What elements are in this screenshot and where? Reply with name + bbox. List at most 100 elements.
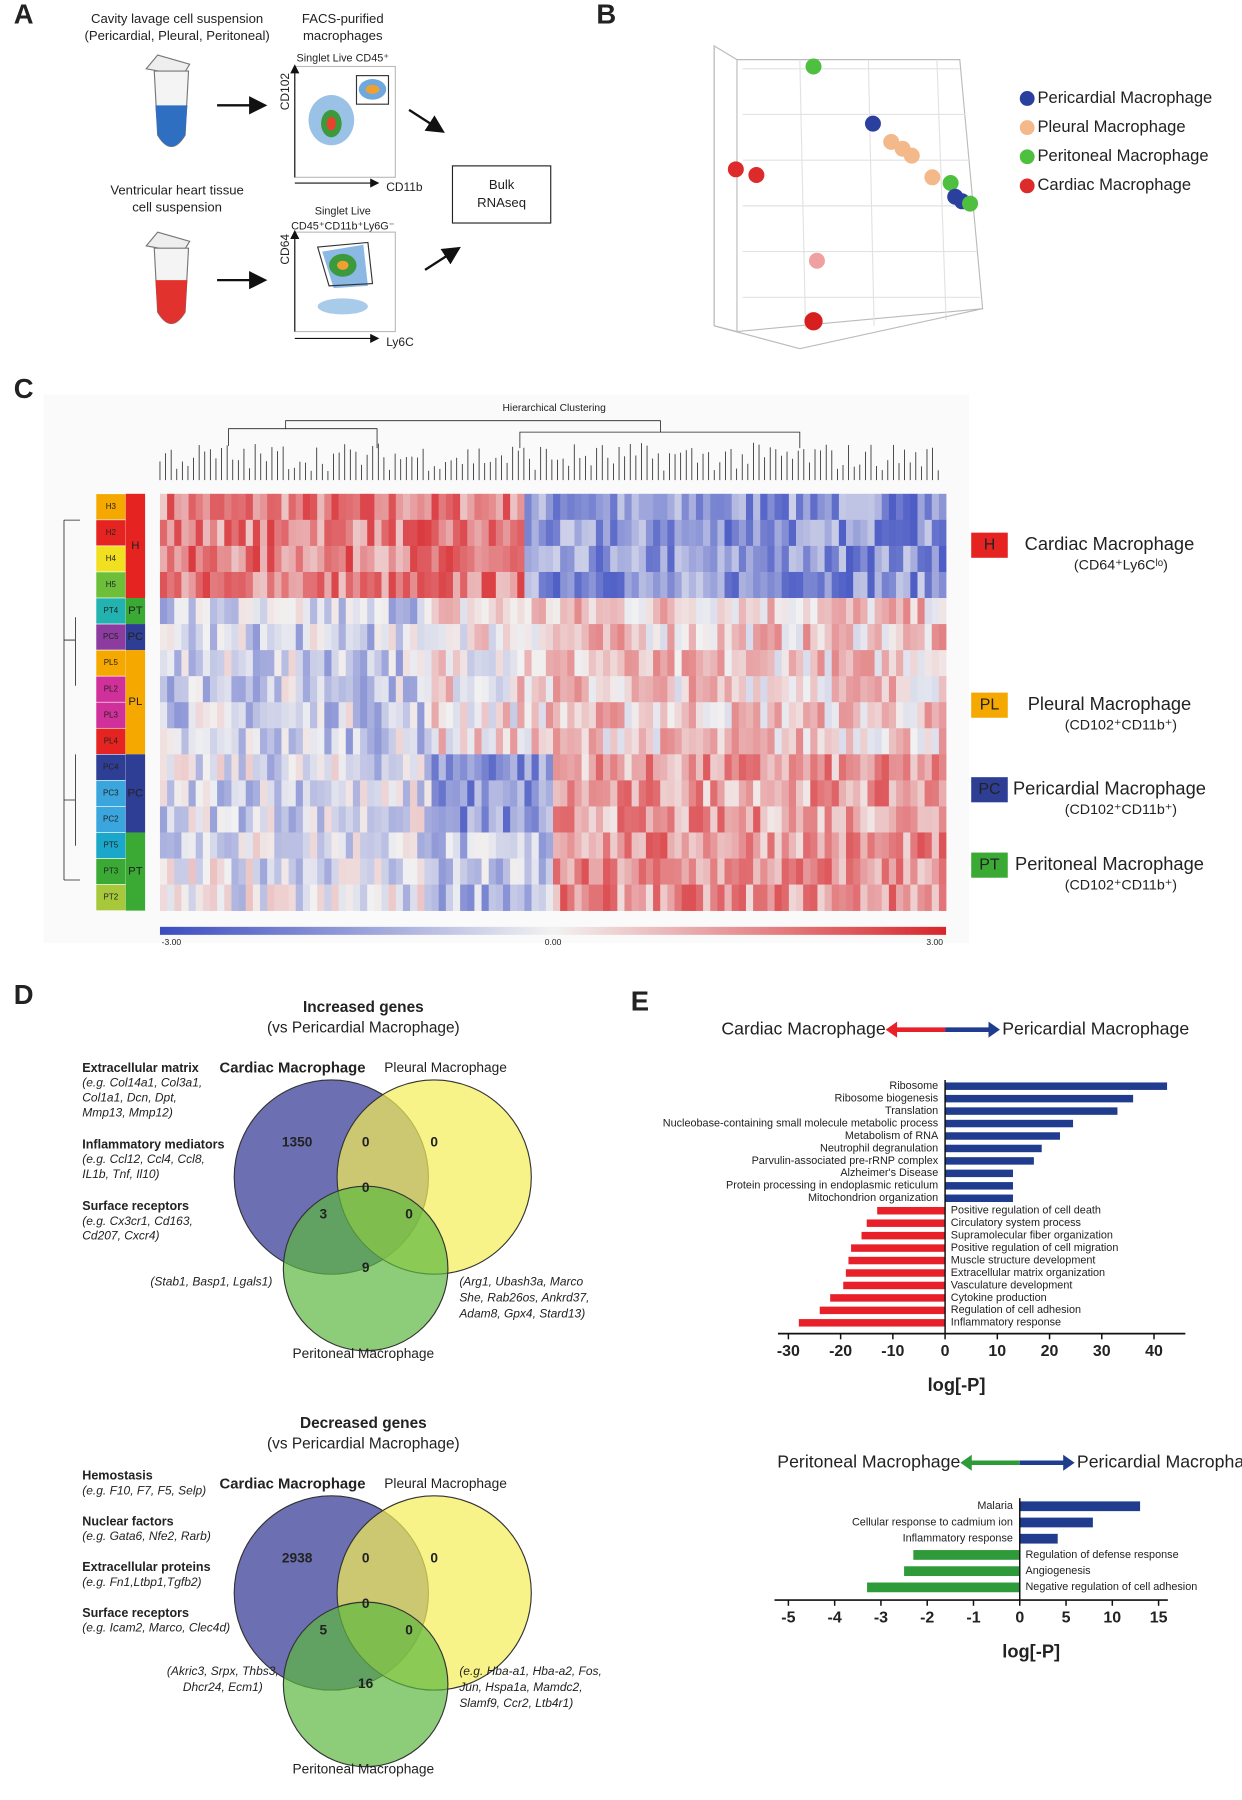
x-tick-label: 15 [1150, 1610, 1168, 1627]
heatmap-cell [703, 598, 711, 625]
heatmap-cell [424, 806, 432, 833]
heatmap-cell [531, 598, 540, 625]
category-label: Positive regulation of cell migration [951, 1242, 1119, 1254]
heatmap-cell [402, 884, 411, 911]
heatmap-cell [467, 676, 475, 703]
heatmap-cell [274, 702, 282, 729]
heatmap-cell [402, 650, 411, 677]
heatmap-cell [595, 571, 604, 599]
heatmap-cell [724, 832, 733, 859]
heatmap-cell [488, 493, 497, 521]
heatmap-cell [903, 780, 911, 807]
heatmap-cell [717, 571, 725, 599]
heatmap-cell [417, 832, 425, 859]
heatmap-cell [810, 519, 818, 547]
x-tick-label: 5 [1062, 1610, 1071, 1627]
heatmap-cell [681, 598, 690, 625]
category-label: Metabolism of RNA [845, 1130, 939, 1142]
heatmap-cell [324, 676, 332, 703]
shape [316, 241, 374, 287]
heatmap-cell [738, 832, 747, 859]
heatmap-cell [781, 650, 790, 677]
heatmap-cell [295, 493, 304, 521]
heatmap-cell [324, 650, 332, 677]
heatmap-cell [467, 754, 475, 781]
heatmap-cell [402, 728, 411, 755]
heatmap-cell [638, 545, 647, 573]
heatmap-cell [352, 754, 361, 781]
heatmap-cell [310, 676, 318, 703]
heatmap-cell [274, 493, 282, 521]
heatmap-cell [645, 806, 654, 833]
heatmap-cell [159, 702, 168, 729]
heatmap-cell [910, 754, 918, 781]
dendrogram [63, 420, 939, 881]
heatmap-cell [846, 884, 854, 911]
heatmap-cell [567, 780, 575, 807]
heatmap-cell [252, 571, 261, 599]
heatmap-cell [803, 884, 811, 911]
heatmap-cell [753, 598, 761, 625]
heatmap-cell [810, 780, 818, 807]
heatmap-cell [302, 650, 311, 677]
heatmap-cell [395, 624, 404, 651]
bar [819, 1306, 946, 1315]
heatmap-cell [581, 858, 590, 885]
category-label: Regulation of defense response [1025, 1549, 1178, 1561]
heatmap-cell [938, 624, 947, 651]
heatmap-cell [317, 806, 325, 833]
heatmap-cell [688, 702, 697, 729]
heatmap-cell [538, 858, 547, 885]
heatmap-cell [460, 598, 468, 625]
row-labels: H3H2H4H5PT4PC5PL5PL2PL3PL4PC4PC3PC2PT5PT… [95, 493, 146, 911]
shape [962, 195, 979, 212]
heatmap-cell [874, 728, 883, 755]
shape [63, 519, 80, 881]
heatmap-cell [917, 858, 925, 885]
heatmap-cell [860, 754, 868, 781]
heatmap-cell [667, 728, 675, 755]
heatmap-cell [910, 571, 918, 599]
heatmap-cell [224, 545, 232, 573]
shape [942, 175, 959, 192]
heatmap-cell [352, 858, 361, 885]
heatmap-cell [938, 519, 947, 547]
heatmap-cell [795, 780, 804, 807]
heatmap-cell [917, 728, 925, 755]
heatmap-cell [846, 519, 854, 547]
heatmap-cell [867, 884, 875, 911]
heatmap-cell [717, 545, 725, 573]
heatmap-cell [674, 571, 682, 599]
heatmap-cell [295, 702, 304, 729]
heatmap-cell [695, 806, 704, 833]
heatmap-cell [395, 571, 404, 599]
bar [877, 1206, 946, 1215]
heatmap-cell [410, 493, 418, 521]
heatmap-cell [617, 545, 625, 573]
heatmap-cell [431, 884, 440, 911]
heatmap-cell [667, 650, 675, 677]
venn-set-label: Pleural Macrophage [384, 1060, 507, 1075]
bar [945, 1082, 1168, 1090]
heatmap-cell [410, 598, 418, 625]
heatmap-cell [617, 650, 625, 677]
heatmap-cell [331, 624, 339, 651]
heatmap-cell [774, 519, 783, 547]
row-swatch [95, 493, 126, 521]
heatmap-cell [653, 571, 661, 599]
heatmap-cell [624, 545, 632, 573]
heatmap-cell [245, 519, 254, 547]
heatmap-cell [467, 858, 475, 885]
heatmap-cell [188, 780, 197, 807]
heatmap-cell [438, 858, 447, 885]
heatmap-cell [631, 493, 640, 521]
heatmap-cell [831, 858, 840, 885]
heatmap-cell [252, 884, 261, 911]
shape [924, 169, 941, 186]
heatmap-cell [574, 519, 582, 547]
heatmap-cell [603, 571, 611, 599]
heatmap-cell [617, 884, 625, 911]
heatmap-cell [574, 832, 582, 859]
heatmap-cell [674, 754, 682, 781]
heatmap-cell [710, 519, 718, 547]
